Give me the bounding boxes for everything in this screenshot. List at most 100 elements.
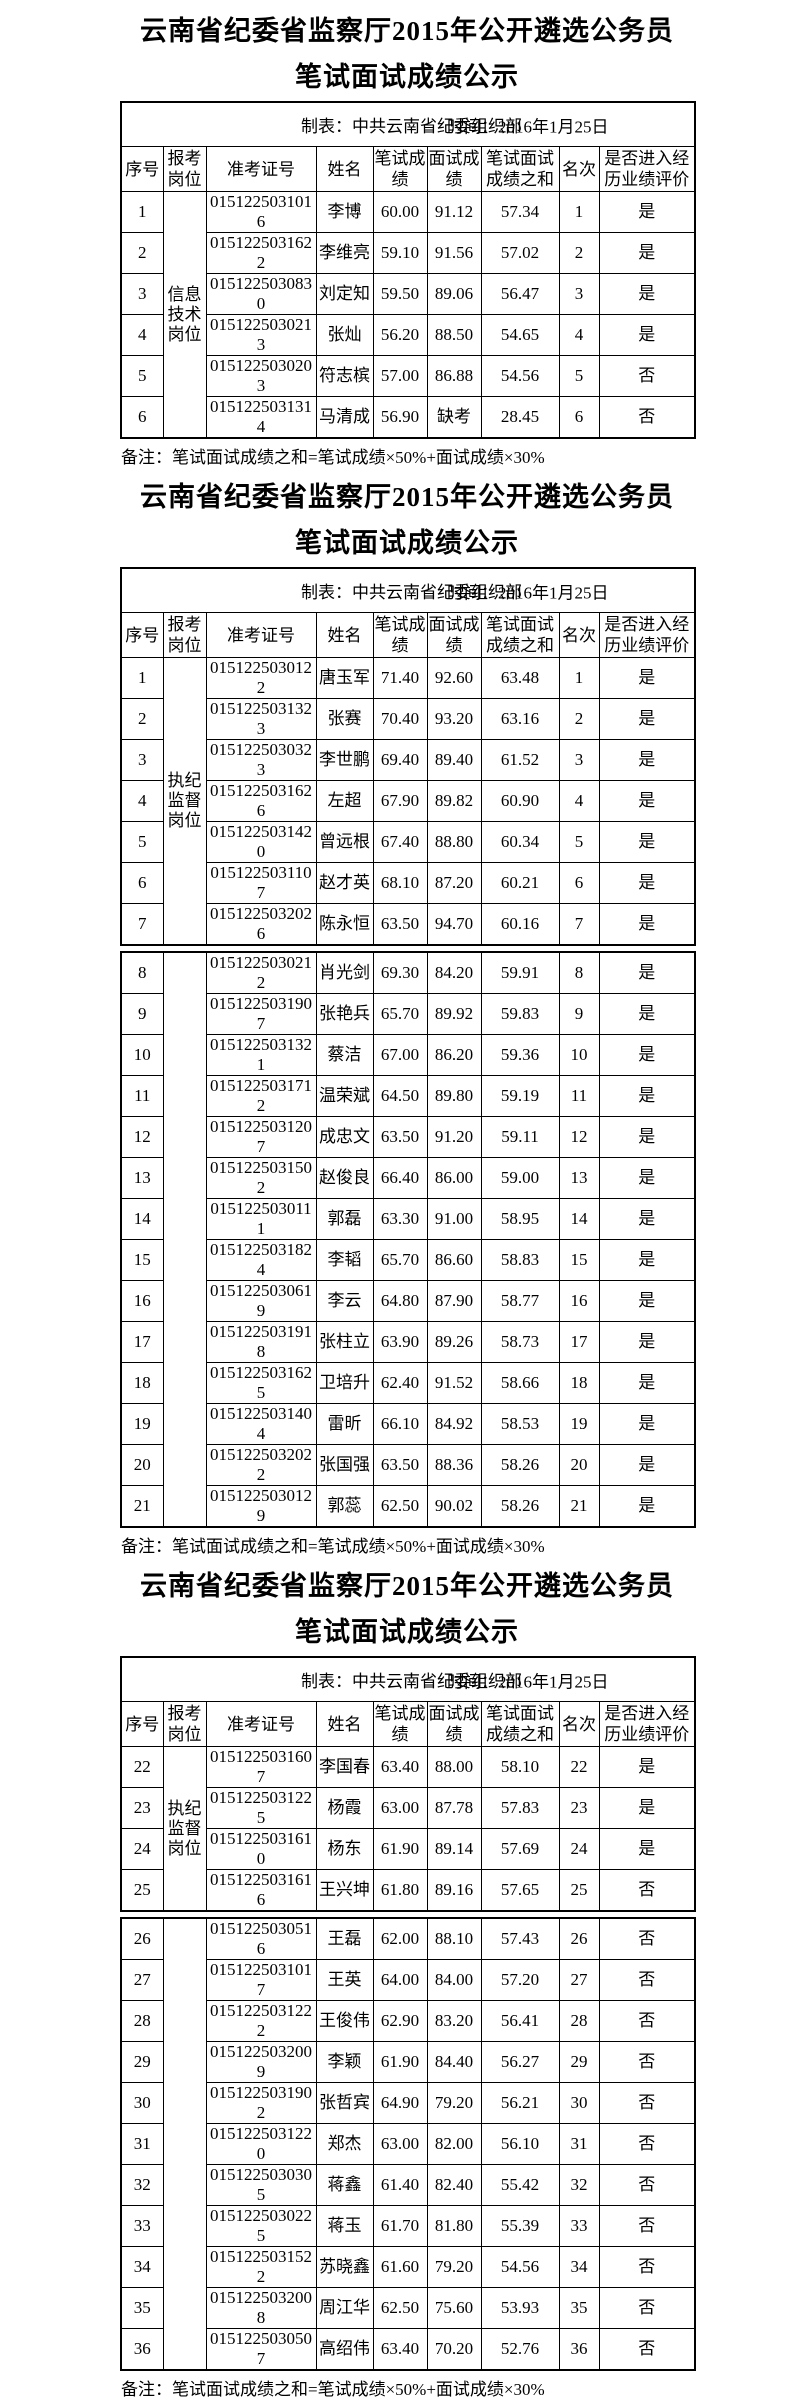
table-header-row: 序号 报考岗位 准考证号 姓名 笔试成绩 面试成绩 笔试面试成绩之和 名次 是否进入经历业绩评价 bbox=[120, 1701, 696, 1747]
ticket-cell: 0151225030323 bbox=[205, 739, 317, 781]
interview-score-cell: 缺考 bbox=[426, 396, 482, 439]
table-row: 33 0151225030225 蒋玉 61.70 81.80 55.39 33 否 bbox=[120, 2205, 696, 2247]
written-score-cell: 64.00 bbox=[372, 1959, 428, 2001]
table-row: 26 0151225030516 王磊 62.00 88.10 57.43 26 否 bbox=[120, 1917, 696, 2371]
table-meta-cell: 制表：中共云南省纪委组织部 时间：2016年1月25日 bbox=[120, 1656, 696, 1702]
table-row: 11 0151225031712 温荣斌 64.50 89.80 59.19 11 是 bbox=[120, 1075, 696, 1117]
evaluation-cell: 是 bbox=[598, 232, 696, 274]
combined-score-cell: 56.10 bbox=[480, 2123, 560, 2165]
position-cell: 执纪监督岗位 bbox=[162, 657, 207, 946]
combined-score-cell: 60.21 bbox=[480, 862, 560, 904]
ticket-cell: 0151225031712 bbox=[205, 1075, 317, 1117]
score-table-s3-b2: 26 0151225030516 王磊 62.00 88.10 57.43 26 否 27 015… bbox=[120, 1917, 696, 2371]
interview-score-cell: 81.80 bbox=[426, 2205, 482, 2247]
combined-score-cell: 58.26 bbox=[480, 1485, 560, 1528]
col-header-0: 序号 bbox=[120, 146, 164, 192]
combined-score-cell: 58.53 bbox=[480, 1403, 560, 1445]
rank-cell: 2 bbox=[558, 698, 600, 740]
written-score-cell: 67.00 bbox=[372, 1034, 428, 1076]
interview-score-cell: 83.20 bbox=[426, 2000, 482, 2042]
name-cell: 蒋玉 bbox=[315, 2205, 374, 2247]
table-row: 23 0151225031225 杨霞 63.00 87.78 57.83 23 是 bbox=[120, 1787, 696, 1829]
ticket-cell: 0151225031918 bbox=[205, 1321, 317, 1363]
interview-score-cell: 84.20 bbox=[426, 951, 482, 994]
rank-cell: 26 bbox=[558, 1917, 600, 1960]
col-header-3: 姓名 bbox=[315, 1701, 374, 1747]
written-score-cell: 56.90 bbox=[372, 396, 428, 439]
ticket-cell: 0151225031107 bbox=[205, 862, 317, 904]
position-cell: 执纪监督岗位 bbox=[162, 1746, 207, 1912]
combined-score-cell: 58.77 bbox=[480, 1280, 560, 1322]
table-row: 10 0151225031321 蔡洁 67.00 86.20 59.36 10 是 bbox=[120, 1034, 696, 1076]
seq-cell: 14 bbox=[120, 1198, 164, 1240]
sheet-title-line1: 云南省纪委省监察厅2015年公开遴选公务员 bbox=[140, 1571, 674, 1601]
table-row: 34 0151225031522 苏晓鑫 61.60 79.20 54.56 34 否 bbox=[120, 2246, 696, 2288]
interview-score-cell: 86.00 bbox=[426, 1157, 482, 1199]
seq-cell: 15 bbox=[120, 1239, 164, 1281]
written-score-cell: 65.70 bbox=[372, 1239, 428, 1281]
written-score-cell: 61.90 bbox=[372, 1828, 428, 1870]
table-row: 28 0151225031222 王俊伟 62.90 83.20 56.41 28 否 bbox=[120, 2000, 696, 2042]
col-header-7: 名次 bbox=[558, 612, 600, 658]
evaluation-cell: 是 bbox=[598, 314, 696, 356]
sheet-title-line2: 笔试面试成绩公示 bbox=[295, 62, 519, 92]
combined-score-cell: 56.27 bbox=[480, 2041, 560, 2083]
ticket-cell: 0151225030213 bbox=[205, 314, 317, 356]
combined-score-cell: 53.93 bbox=[480, 2287, 560, 2329]
col-header-8: 是否进入经历业绩评价 bbox=[598, 146, 696, 192]
combined-score-cell: 54.56 bbox=[480, 355, 560, 397]
interview-score-cell: 87.20 bbox=[426, 862, 482, 904]
seq-cell: 8 bbox=[120, 951, 164, 994]
written-score-cell: 64.80 bbox=[372, 1280, 428, 1322]
interview-score-cell: 89.82 bbox=[426, 780, 482, 822]
rank-cell: 7 bbox=[558, 903, 600, 946]
written-score-cell: 62.00 bbox=[372, 1917, 428, 1960]
seq-cell: 36 bbox=[120, 2328, 164, 2371]
seq-cell: 6 bbox=[120, 862, 164, 904]
table-row: 21 0151225030129 郭蕊 62.50 90.02 58.26 21 是 bbox=[120, 1485, 696, 1528]
combined-score-cell: 58.66 bbox=[480, 1362, 560, 1404]
interview-score-cell: 89.92 bbox=[426, 993, 482, 1035]
table-row: 6 0151225031314 马清成 56.90 缺考 28.45 6 否 bbox=[120, 396, 696, 439]
evaluation-cell: 是 bbox=[598, 1239, 696, 1281]
evaluation-cell: 否 bbox=[598, 2246, 696, 2288]
written-score-cell: 62.40 bbox=[372, 1362, 428, 1404]
ticket-cell: 0151225031902 bbox=[205, 2082, 317, 2124]
interview-score-cell: 89.80 bbox=[426, 1075, 482, 1117]
combined-score-cell: 54.65 bbox=[480, 314, 560, 356]
interview-score-cell: 82.00 bbox=[426, 2123, 482, 2165]
evaluation-cell: 是 bbox=[598, 1157, 696, 1199]
written-score-cell: 59.50 bbox=[372, 273, 428, 315]
written-score-cell: 63.50 bbox=[372, 1116, 428, 1158]
seq-cell: 10 bbox=[120, 1034, 164, 1076]
rank-cell: 6 bbox=[558, 396, 600, 439]
interview-score-cell: 88.00 bbox=[426, 1746, 482, 1788]
name-cell: 张赛 bbox=[315, 698, 374, 740]
interview-score-cell: 87.90 bbox=[426, 1280, 482, 1322]
table-row: 12 0151225031207 成忠文 63.50 91.20 59.11 12 是 bbox=[120, 1116, 696, 1158]
interview-score-cell: 79.20 bbox=[426, 2082, 482, 2124]
seq-cell: 23 bbox=[120, 1787, 164, 1829]
seq-cell: 13 bbox=[120, 1157, 164, 1199]
interview-score-cell: 84.00 bbox=[426, 1959, 482, 2001]
written-score-cell: 63.40 bbox=[372, 1746, 428, 1788]
combined-score-cell: 57.69 bbox=[480, 1828, 560, 1870]
written-score-cell: 63.50 bbox=[372, 1444, 428, 1486]
name-cell: 雷昕 bbox=[315, 1403, 374, 1445]
ticket-cell: 0151225030516 bbox=[205, 1917, 317, 1960]
ticket-cell: 0151225032008 bbox=[205, 2287, 317, 2329]
seq-cell: 28 bbox=[120, 2000, 164, 2042]
col-header-5: 面试成绩 bbox=[426, 146, 482, 192]
position-cell bbox=[162, 1917, 207, 2371]
name-cell: 左超 bbox=[315, 780, 374, 822]
combined-score-cell: 59.36 bbox=[480, 1034, 560, 1076]
col-header-4: 笔试成绩 bbox=[372, 146, 428, 192]
table-row: 18 0151225031625 卫培升 62.40 91.52 58.66 18 是 bbox=[120, 1362, 696, 1404]
evaluation-cell: 是 bbox=[598, 821, 696, 863]
evaluation-cell: 是 bbox=[598, 739, 696, 781]
footnote: 备注：笔试面试成绩之和=笔试成绩×50%+面试成绩×30% bbox=[121, 1537, 545, 1556]
table-row: 2 0151225031622 李维亮 59.10 91.56 57.02 2 是 bbox=[120, 232, 696, 274]
seq-cell: 33 bbox=[120, 2205, 164, 2247]
score-table-host-2: 制表：中共云南省纪委组织部 时间：2016年1月25日 序号 报考岗位 准考证号 姓名 笔试… bbox=[120, 567, 697, 1528]
rank-cell: 1 bbox=[558, 191, 600, 233]
